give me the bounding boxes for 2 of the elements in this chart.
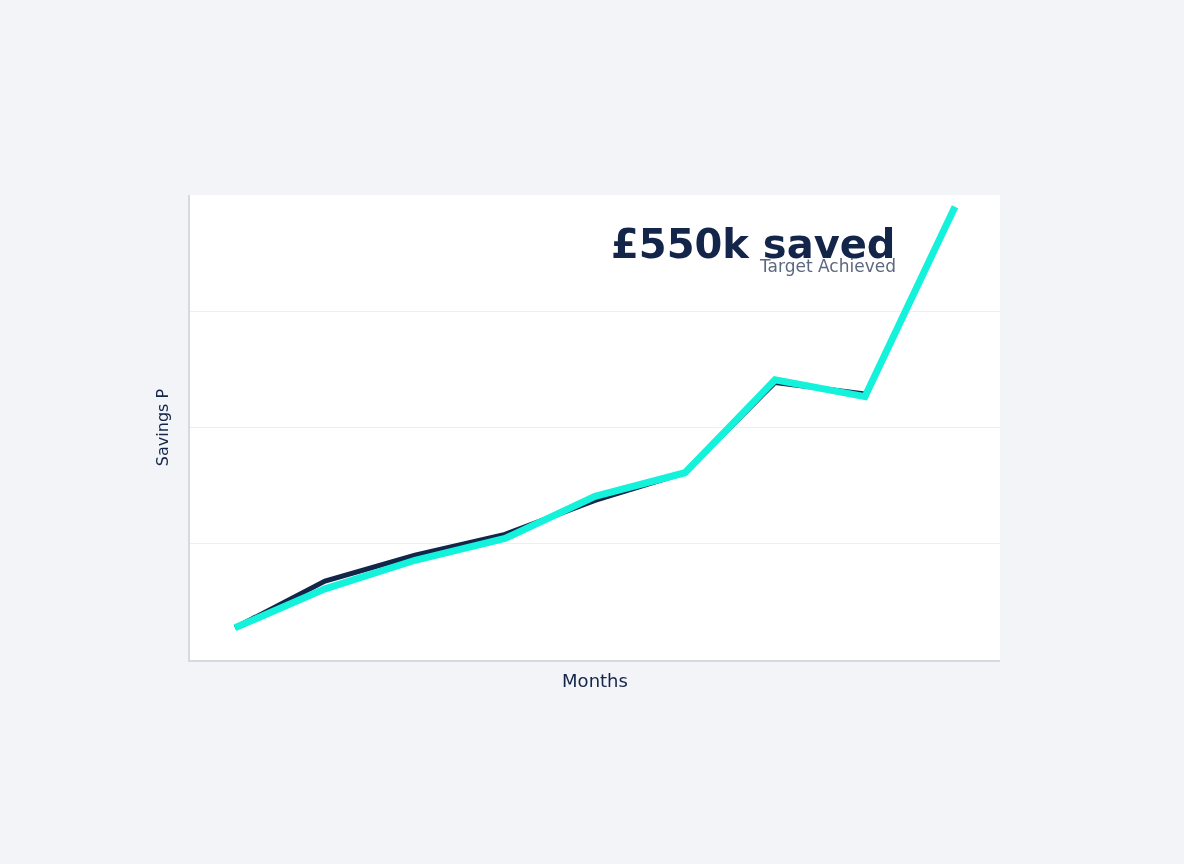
y-axis-title: Savings P [152,388,172,467]
x-axis-title: Months [562,670,628,692]
